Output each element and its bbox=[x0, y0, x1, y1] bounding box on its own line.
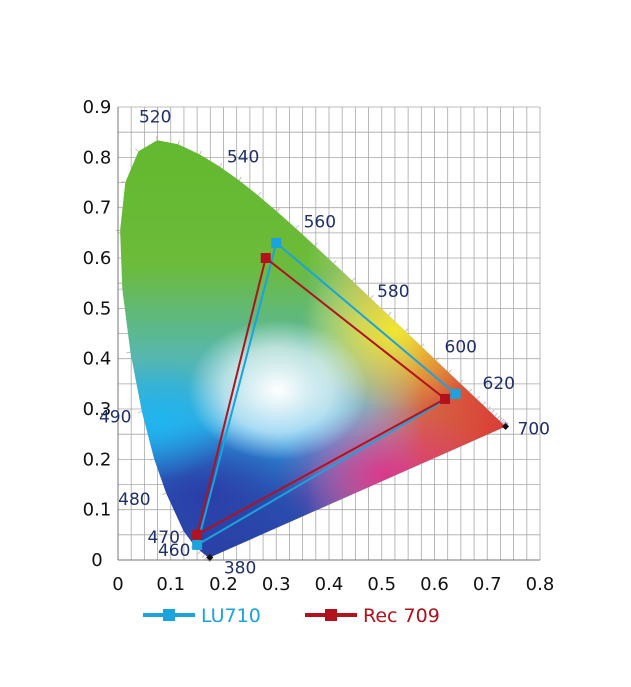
y-tick-label: 0.6 bbox=[83, 248, 112, 269]
locus-tick bbox=[177, 140, 180, 145]
locus-tick bbox=[204, 556, 208, 560]
x-tick-label: 0.2 bbox=[209, 574, 238, 595]
legend-marker bbox=[163, 609, 175, 621]
x-axis-ticks: 0 0.1 0.2 0.3 0.4 0.5 0.6 0.7 0.8 bbox=[112, 574, 554, 595]
locus-tick bbox=[314, 242, 318, 246]
x-tick-label: 0.6 bbox=[420, 574, 449, 595]
legend: LU710 Rec 709 bbox=[143, 605, 440, 627]
gamut-series bbox=[192, 237, 461, 550]
legend-label: LU710 bbox=[201, 605, 261, 627]
gamut-vertex-marker bbox=[192, 539, 203, 550]
locus-tick bbox=[448, 369, 452, 373]
locus-tick bbox=[388, 311, 392, 316]
locus-tick bbox=[126, 351, 131, 354]
x-tick-label: 0.8 bbox=[526, 574, 555, 595]
endpoint-marker-380 bbox=[206, 553, 214, 561]
locus-tick bbox=[503, 421, 507, 425]
y-tick-label: 0.7 bbox=[83, 198, 112, 219]
wavelength-label-580: 580 bbox=[377, 282, 409, 302]
legend-label: Rec 709 bbox=[363, 605, 440, 627]
locus-tick bbox=[476, 395, 480, 400]
locus-tick bbox=[162, 492, 167, 496]
locus-tick bbox=[197, 550, 201, 555]
locus-tick bbox=[502, 420, 507, 425]
locus-tick bbox=[219, 163, 223, 167]
gamut-vertex-marker bbox=[271, 237, 282, 248]
y-tick-label: 0.5 bbox=[83, 298, 112, 319]
x-tick-label: 0.5 bbox=[367, 574, 396, 595]
locus-tick bbox=[405, 328, 409, 332]
wavelength-label-600: 600 bbox=[445, 338, 477, 358]
wavelength-label-480: 480 bbox=[118, 490, 150, 510]
locus-tick bbox=[491, 409, 495, 414]
spectral-locus-ticks bbox=[116, 136, 509, 562]
x-tick-label: 0.3 bbox=[262, 574, 291, 595]
gamut-vertex-marker bbox=[260, 253, 271, 264]
locus-tick bbox=[121, 181, 126, 183]
locus-tick bbox=[156, 136, 158, 141]
wavelength-label-470: 470 bbox=[147, 528, 179, 548]
y-tick-label: 0 bbox=[91, 550, 102, 571]
y-tick-label: 0.4 bbox=[83, 349, 112, 370]
locus-tick bbox=[421, 343, 425, 347]
locus-tick bbox=[494, 412, 498, 417]
locus-tick bbox=[435, 357, 440, 361]
locus-tick bbox=[201, 554, 206, 558]
locus-tick bbox=[499, 417, 503, 421]
y-tick-label: 0.1 bbox=[83, 500, 112, 521]
locus-tick bbox=[135, 148, 139, 152]
locus-tick bbox=[179, 530, 184, 534]
locus-tick bbox=[137, 411, 143, 413]
y-tick-label: 0.8 bbox=[83, 147, 112, 168]
wavelength-label-540: 540 bbox=[227, 147, 259, 167]
x-tick-label: 0.4 bbox=[315, 574, 344, 595]
locus-tick bbox=[199, 150, 202, 155]
locus-tick bbox=[482, 401, 486, 406]
wavelength-label-520: 520 bbox=[139, 107, 171, 127]
x-tick-label: 0.7 bbox=[473, 574, 502, 595]
locus-tick bbox=[351, 277, 356, 282]
locus-tick bbox=[370, 295, 374, 299]
locus-tick bbox=[487, 406, 491, 410]
gamut-triangle-lu710 bbox=[195, 241, 458, 547]
y-tick-label: 0.2 bbox=[83, 449, 112, 470]
wavelength-label-460: 460 bbox=[158, 541, 190, 561]
locus-tick bbox=[496, 415, 501, 419]
legend-marker bbox=[325, 609, 337, 621]
wavelength-label-490: 490 bbox=[99, 408, 131, 428]
x-tick-label: 0.1 bbox=[156, 574, 185, 595]
locus-tick bbox=[468, 388, 473, 393]
locus-tick bbox=[501, 420, 506, 424]
endpoint-marker-700 bbox=[502, 422, 510, 430]
locus-tick bbox=[295, 225, 299, 229]
wavelength-label-380: 380 bbox=[224, 558, 256, 578]
gamut-triangle-rec-709 bbox=[195, 256, 447, 537]
locus-tick bbox=[257, 192, 262, 196]
spectral-locus-area bbox=[120, 140, 506, 558]
locus-tick bbox=[459, 379, 463, 384]
y-axis-ticks: 0 0.1 0.2 0.3 0.4 0.5 0.6 0.7 0.8 0.9 bbox=[83, 97, 112, 571]
locus-tick bbox=[150, 458, 155, 461]
locus-tick bbox=[238, 176, 242, 181]
x-tick-label: 0 bbox=[112, 574, 123, 595]
y-tick-label: 0.9 bbox=[83, 97, 112, 118]
y-tick-label: 0.3 bbox=[83, 399, 112, 420]
gamut-vertex-marker bbox=[450, 388, 461, 399]
locus-tick bbox=[333, 260, 337, 264]
gamut-vertex-marker bbox=[440, 393, 451, 404]
wavelength-label-620: 620 bbox=[483, 374, 515, 394]
wavelength-label-560: 560 bbox=[304, 213, 336, 233]
wavelength-label-700: 700 bbox=[518, 419, 550, 439]
gamut-vertex-marker bbox=[192, 529, 203, 540]
locus-tick bbox=[276, 208, 281, 212]
axes bbox=[117, 107, 540, 561]
locus-tick bbox=[500, 418, 505, 423]
